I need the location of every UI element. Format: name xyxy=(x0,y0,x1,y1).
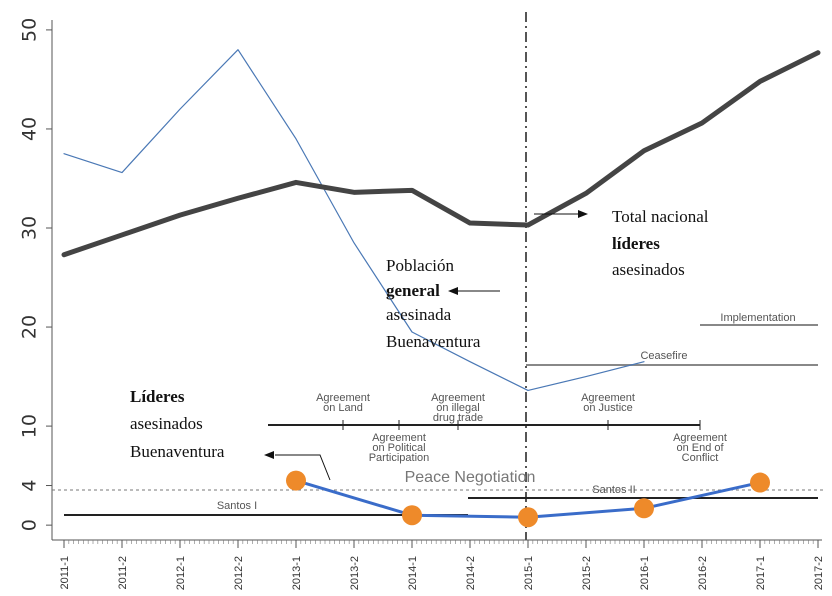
x-tick-label: 2013-1 xyxy=(291,556,303,590)
svg-text:asesinados: asesinados xyxy=(130,414,203,433)
svg-text:Agreement: Agreement xyxy=(372,432,426,444)
agreement-political-label: Agreement on Political Participation xyxy=(369,432,430,464)
svg-text:Total nacional: Total nacional xyxy=(612,207,709,226)
santos-2-label: Santos II xyxy=(592,484,635,496)
x-tick-label: 2013-2 xyxy=(349,556,361,590)
lideres-arrow-line xyxy=(275,454,331,481)
x-minor-ticks xyxy=(68,540,814,544)
agreement-end-label: Agreement on End of Conflict xyxy=(673,432,727,464)
total-arrow-head xyxy=(578,210,588,218)
poblacion-arrow-head xyxy=(448,287,458,295)
series-line-poblacion xyxy=(63,49,645,392)
svg-text:Buenaventura: Buenaventura xyxy=(386,332,481,351)
y-tick-label: 0 xyxy=(19,519,41,531)
y-tick-label: 4 xyxy=(19,479,41,491)
svg-text:asesinada: asesinada xyxy=(386,305,452,324)
y-tick-label: 50 xyxy=(19,18,41,42)
svg-text:Agreement: Agreement xyxy=(673,432,727,444)
x-tick-label: 2014-1 xyxy=(407,556,419,590)
point-lideres xyxy=(750,472,770,493)
svg-text:on Land: on Land xyxy=(323,402,363,414)
point-lideres xyxy=(286,470,306,491)
point-lideres xyxy=(634,498,654,519)
implementation-label: Implementation xyxy=(720,312,795,324)
point-lideres xyxy=(518,507,538,528)
poblacion-label: Población general asesinada Buenaventura xyxy=(386,256,481,351)
x-tick-label: 2011-1 xyxy=(59,556,71,589)
x-tick-label: 2015-2 xyxy=(581,556,593,590)
x-tick-label: 2017-2 xyxy=(813,556,825,590)
svg-text:on illegal: on illegal xyxy=(436,402,479,414)
svg-text:Población: Población xyxy=(386,256,454,275)
svg-text:Participation: Participation xyxy=(369,452,430,464)
svg-text:on Political: on Political xyxy=(372,442,425,454)
x-tick-label: 2016-1 xyxy=(639,556,651,590)
svg-text:Conflict: Conflict xyxy=(682,452,719,464)
svg-text:Líderes: Líderes xyxy=(130,387,185,406)
x-tick-label: 2014-2 xyxy=(465,556,477,590)
svg-text:on Justice: on Justice xyxy=(583,402,633,414)
y-tick-label: 30 xyxy=(19,216,41,240)
svg-text:on End of: on End of xyxy=(676,442,724,454)
series-line-total xyxy=(61,50,821,258)
peace-negotiation-label: Peace Negotiation xyxy=(405,469,536,486)
x-tick-label: 2017-1 xyxy=(755,556,767,590)
lideres-label: Líderes asesinados Buenaventura xyxy=(130,387,225,461)
svg-text:líderes: líderes xyxy=(612,234,660,253)
svg-text:Agreement: Agreement xyxy=(431,392,485,404)
y-tick-label: 20 xyxy=(19,315,41,339)
agreement-drug-label: Agreement on illegal drug trade xyxy=(431,392,485,424)
x-tick-label: 2011-2 xyxy=(117,556,129,589)
svg-text:drug trade: drug trade xyxy=(433,412,483,424)
agreement-land-label: Agreement on Land xyxy=(316,392,370,414)
svg-text:Agreement: Agreement xyxy=(581,392,635,404)
y-ticks: 0 4 10 20 30 40 50 xyxy=(19,18,52,531)
x-ticks: 2011-1 2011-2 2012-1 2012-2 2013-1 2013-2 2014… xyxy=(59,540,825,590)
y-tick-label: 10 xyxy=(19,414,41,438)
svg-text:Buenaventura: Buenaventura xyxy=(130,442,225,461)
santos-1-label: Santos I xyxy=(217,500,257,512)
svg-text:asesinados: asesinados xyxy=(612,260,685,279)
total-label: Total nacional líderes asesinados xyxy=(612,207,709,279)
lideres-arrow-head xyxy=(264,451,274,459)
y-tick-label: 40 xyxy=(19,117,41,141)
ceasefire-label: Ceasefire xyxy=(640,350,687,362)
svg-text:Agreement: Agreement xyxy=(316,392,370,404)
svg-text:general: general xyxy=(386,281,440,300)
series-layer xyxy=(61,49,821,528)
x-tick-label: 2012-2 xyxy=(233,556,245,590)
agreement-justice-label: Agreement on Justice xyxy=(581,392,635,414)
x-tick-label: 2012-1 xyxy=(175,556,187,590)
x-tick-label: 2015-1 xyxy=(523,556,535,590)
point-lideres xyxy=(402,505,422,526)
x-tick-label: 2016-2 xyxy=(697,556,709,590)
